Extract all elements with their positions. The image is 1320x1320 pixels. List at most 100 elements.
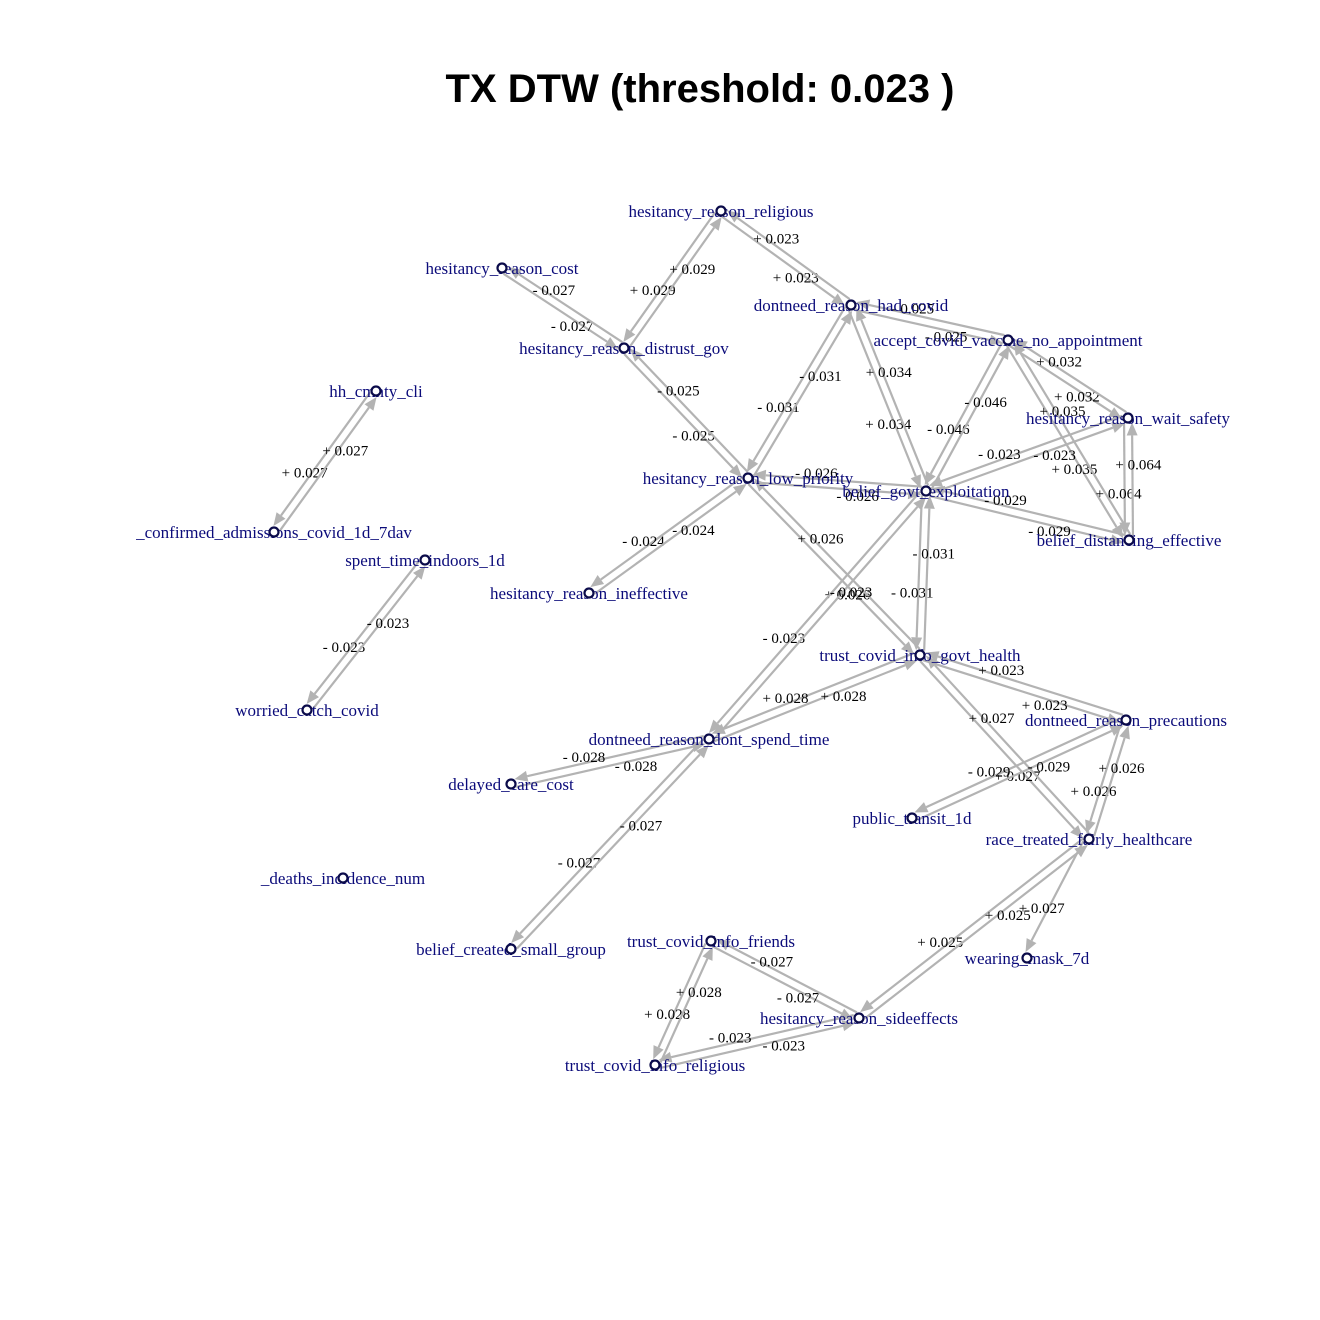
edge-line <box>519 738 704 935</box>
edge-line <box>929 494 1112 541</box>
node-marker <box>1083 833 1095 845</box>
arrowhead <box>1070 825 1084 839</box>
edge-weight-label: + 0.064 <box>1096 487 1142 503</box>
edge: + 0.029 <box>623 211 717 343</box>
edge-line <box>516 753 701 950</box>
node-marker <box>906 812 918 824</box>
edge: + 0.025 <box>864 844 1088 1020</box>
edge: + 0.023 <box>726 210 851 301</box>
node-marker <box>337 872 349 884</box>
edge: + 0.029 <box>628 216 722 348</box>
arrowhead <box>590 575 605 588</box>
arrowhead <box>702 946 713 961</box>
edge-line <box>659 958 709 1063</box>
edge-weight-label: + 0.027 <box>969 711 1015 727</box>
arrowhead <box>910 474 921 489</box>
arrowhead <box>732 483 747 496</box>
edge-line <box>747 483 906 647</box>
arrowhead <box>931 485 946 497</box>
node-wearing-mask-7d: wearing_mask_7d <box>965 949 1090 968</box>
edge: - 0.026 <box>752 481 922 505</box>
edge-weight-label: + 0.026 <box>1099 761 1145 777</box>
edge: - 0.027 <box>507 267 624 344</box>
node-marker <box>496 262 508 274</box>
arrowhead <box>903 660 918 671</box>
edge: - 0.024 <box>594 483 747 595</box>
edge-weight-label: - 0.025 <box>892 302 935 318</box>
edge-line <box>600 476 743 581</box>
arrowhead <box>1108 407 1123 419</box>
edge: - 0.023 <box>312 566 426 710</box>
edge-weight-label: + 0.023 <box>1022 698 1068 714</box>
edge-line <box>1093 737 1126 837</box>
edge-line <box>930 356 1005 490</box>
edge-weight-label: - 0.029 <box>968 765 1011 781</box>
node-layer: hesitancy_reason_religious hesitancy_reas… <box>135 202 1230 1075</box>
node-belief-created-small-group: belief_created_small_group <box>416 940 606 959</box>
node-marker <box>705 935 717 947</box>
arrowhead <box>658 1051 673 1063</box>
edge-weight-label: + 0.034 <box>865 417 911 433</box>
arrowhead <box>413 566 426 580</box>
edge: - 0.031 <box>912 495 955 651</box>
arrowhead <box>630 348 643 362</box>
edge-line <box>312 575 419 710</box>
edge: + 0.034 <box>847 310 921 489</box>
edge-line <box>714 664 906 743</box>
edge: - 0.028 <box>514 735 704 782</box>
edge: - 0.025 <box>856 299 1005 337</box>
node-dontneed-reason-precautions: dontneed_reason_precautions <box>1025 711 1227 730</box>
edge: - 0.023 <box>928 414 1123 487</box>
edge-weight-label: + 0.028 <box>644 1007 690 1023</box>
edge: + 0.026 <box>747 483 914 655</box>
edge-line <box>516 745 694 788</box>
edge-weight-label: + 0.028 <box>676 985 722 1001</box>
edge-line <box>917 729 1113 821</box>
node-marker <box>1002 334 1014 346</box>
edge-weight-label: - 0.029 <box>984 493 1027 509</box>
arrowhead <box>1025 938 1037 953</box>
edge-weight-label: + 0.029 <box>630 283 676 299</box>
edge: - 0.027 <box>716 939 858 1014</box>
node-marker <box>715 205 727 217</box>
arrowhead <box>925 651 940 662</box>
edge-weight-label: - 0.027 <box>533 283 576 299</box>
arrowhead <box>716 939 731 951</box>
arrowhead <box>1109 534 1124 546</box>
edge-line <box>1008 344 1112 413</box>
edge: - 0.046 <box>930 345 1010 490</box>
arrowhead <box>752 469 767 481</box>
arrowhead <box>709 216 722 231</box>
arrowhead <box>604 337 619 349</box>
edge: - 0.025 <box>630 348 749 473</box>
edge-line <box>628 226 716 348</box>
edge: + 0.028 <box>644 943 707 1060</box>
edge-weight-label: + 0.064 <box>1115 457 1161 473</box>
edge-weight-label: + 0.023 <box>753 232 799 248</box>
edge: - 0.046 <box>924 341 1004 486</box>
edge: + 0.034 <box>856 307 930 486</box>
node-belief-govt-exploitation: belief_govt_exploitation <box>842 482 1010 501</box>
node-hesitancy-reason-distrust-gov: hesitancy_reason_distrust_gov <box>519 339 729 358</box>
edge-weight-label: - 0.046 <box>927 422 970 438</box>
edge-weight-label: - 0.023 <box>367 616 410 632</box>
edge: - 0.024 <box>590 476 743 588</box>
edge-line <box>313 560 420 695</box>
edge-line <box>931 426 1114 495</box>
edge: + 0.027 <box>278 396 377 532</box>
edge: + 0.025 <box>860 837 1084 1013</box>
node-marker <box>742 472 754 484</box>
edge: - 0.023 <box>660 1020 856 1069</box>
edge-line <box>526 735 704 778</box>
arrowhead <box>1013 339 1028 351</box>
arrowhead <box>273 512 286 527</box>
arrowhead <box>1119 725 1130 740</box>
edge-line <box>518 273 624 344</box>
arrowhead <box>1085 819 1096 834</box>
arrowhead <box>726 210 741 223</box>
edge-weight-label: + 0.025 <box>917 935 963 951</box>
edge-weight-label: - 0.026 <box>836 489 879 505</box>
edge-weight-label: - 0.025 <box>925 329 968 345</box>
edge-line <box>723 651 915 730</box>
edge-weight-label: + 0.029 <box>669 262 715 278</box>
